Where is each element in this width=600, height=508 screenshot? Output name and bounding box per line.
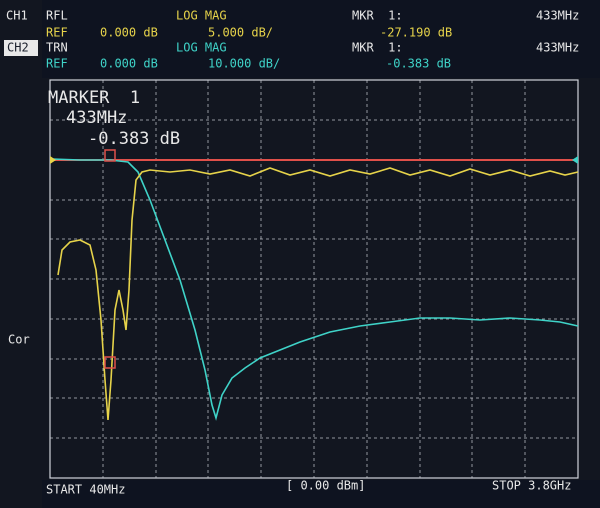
- header-bg: [42, 0, 600, 78]
- ch1-ref: 0.000 dB: [100, 26, 158, 40]
- start-freq: START 40MHz: [46, 483, 125, 497]
- ch1-marker-box: [104, 356, 116, 369]
- ch2-scale: 10.000 dB/: [208, 57, 280, 71]
- ch2-marker: MKR 1:: [352, 41, 403, 55]
- marker-freq: 433MHz: [66, 108, 127, 128]
- ch1-scale: 5.000 dB/: [208, 26, 273, 40]
- ch1-format: RFL: [46, 9, 68, 23]
- ch2-mode: LOG MAG: [176, 41, 227, 55]
- marker-title: MARKER 1: [48, 88, 140, 108]
- ch2-marker-box: [104, 149, 116, 162]
- ch2-format: TRN: [46, 41, 68, 55]
- correction-label: Cor: [8, 333, 30, 347]
- ch2-active-box: [4, 40, 38, 56]
- ch1-label: CH1: [6, 9, 28, 23]
- ref-pointer-left: [50, 156, 56, 164]
- ch1-ref-label: REF: [46, 26, 68, 40]
- ch2-ref-label: REF: [46, 57, 68, 71]
- marker-value: -0.383 dB: [88, 129, 180, 149]
- ch1-marker: MKR 1:: [352, 9, 403, 23]
- ch2-marker-value: -0.383 dB: [386, 57, 451, 71]
- ch2-ref: 0.000 dB: [100, 57, 158, 71]
- ch1-marker-value: -27.190 dB: [380, 26, 452, 40]
- ch2-marker-freq: 433MHz: [536, 41, 579, 55]
- ch1-trace: [57, 167, 579, 421]
- ch2-trace: [51, 158, 579, 421]
- ch1-marker-freq: 433MHz: [536, 9, 579, 23]
- ref-pointer-right: [572, 156, 578, 164]
- ch2-label: CH2: [7, 41, 29, 55]
- footer-bg: [42, 480, 600, 508]
- stop-freq: STOP 3.8GHz: [492, 479, 571, 493]
- source-power: [ 0.00 dBm]: [286, 479, 365, 493]
- ch1-mode: LOG MAG: [176, 9, 227, 23]
